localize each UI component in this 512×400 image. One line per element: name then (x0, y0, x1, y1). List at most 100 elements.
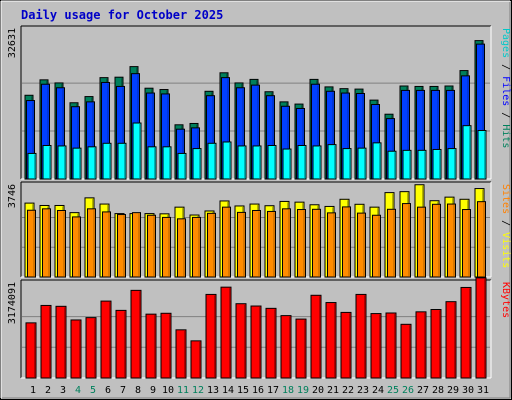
bar-pages-day-23 (357, 147, 367, 180)
bar-kbytes-day-16 (250, 305, 262, 379)
bar-pages-day-30 (462, 125, 472, 180)
bar-sites-day-24 (372, 214, 381, 278)
chart-title: Daily usage for October 2025 (21, 8, 223, 22)
bar-sites-day-10 (162, 216, 171, 278)
bar-kbytes-day-25 (385, 312, 397, 379)
bar-pages-day-12 (192, 148, 202, 180)
day-label-13: 13 (207, 385, 219, 396)
series-legend-kbytes: KBytes (500, 282, 511, 318)
bar-sites-day-16 (252, 209, 261, 278)
bar-kbytes-day-22 (340, 311, 352, 379)
bar-pages-day-31 (477, 130, 487, 180)
bar-kbytes-day-24 (370, 313, 382, 379)
bar-kbytes-day-11 (175, 329, 187, 379)
legend-text: / (500, 214, 511, 232)
panel-kbytes: 3174091 KBytes (7, 277, 511, 379)
bar-sites-day-30 (462, 209, 471, 278)
day-label-11: 11 (177, 385, 189, 396)
day-label-12: 12 (192, 385, 204, 396)
day-label-28: 28 (432, 385, 444, 396)
bar-kbytes-day-2 (40, 304, 52, 379)
bar-pages-day-3 (57, 145, 67, 180)
bar-pages-day-1 (27, 152, 37, 180)
bar-sites-day-2 (42, 208, 51, 278)
legend-text: KBytes (500, 282, 511, 318)
bar-kbytes-day-6 (100, 300, 112, 379)
legend-text: Sites (500, 184, 511, 214)
bar-kbytes-day-12 (190, 340, 202, 379)
bar-sites-day-29 (447, 203, 456, 278)
bar-sites-day-12 (192, 216, 201, 278)
bar-pages-day-8 (132, 122, 142, 180)
bar-pages-day-13 (207, 142, 217, 180)
bar-kbytes-day-14 (220, 286, 232, 379)
y-max-label: 3746 (7, 184, 18, 208)
bar-sites-day-18 (282, 208, 291, 278)
day-label-8: 8 (135, 385, 141, 396)
day-label-29: 29 (447, 385, 459, 396)
bar-sites-day-26 (402, 203, 411, 278)
bar-sites-day-27 (417, 206, 426, 278)
bar-kbytes-day-19 (295, 318, 307, 379)
legend-text: Visits (500, 232, 511, 268)
panel-hits: 32631 Pages / Files / Hits (7, 25, 511, 180)
bar-sites-day-25 (387, 208, 396, 278)
bar-kbytes-day-29 (445, 301, 457, 379)
bar-sites-day-21 (327, 212, 336, 278)
day-label-26: 26 (402, 385, 414, 396)
bar-kbytes-day-10 (160, 312, 172, 379)
day-label-21: 21 (327, 385, 339, 396)
bar-kbytes-day-23 (355, 293, 367, 379)
bar-pages-day-28 (432, 148, 442, 180)
bar-kbytes-day-26 (400, 323, 412, 379)
bar-pages-day-5 (87, 146, 97, 180)
day-label-25: 25 (387, 385, 399, 396)
day-label-19: 19 (297, 385, 309, 396)
bar-pages-day-18 (282, 148, 292, 180)
bar-pages-day-6 (102, 142, 112, 180)
day-label-24: 24 (372, 385, 384, 396)
day-label-4: 4 (75, 385, 81, 396)
bar-sites-day-7 (117, 214, 126, 278)
bar-kbytes-day-9 (145, 313, 157, 379)
day-label-6: 6 (105, 385, 111, 396)
bar-sites-day-14 (222, 206, 231, 278)
day-label-31: 31 (477, 385, 489, 396)
legend-text: Pages (500, 28, 511, 58)
day-label-17: 17 (267, 385, 279, 396)
bar-sites-day-20 (312, 208, 321, 278)
bar-sites-day-22 (342, 206, 351, 278)
bar-pages-day-29 (447, 148, 457, 180)
bar-sites-day-15 (237, 211, 246, 278)
bar-kbytes-day-17 (265, 307, 277, 379)
bar-kbytes-day-7 (115, 309, 127, 379)
day-label-15: 15 (237, 385, 249, 396)
bar-kbytes-day-15 (235, 303, 247, 379)
bar-kbytes-day-5 (85, 317, 97, 379)
bar-kbytes-day-13 (205, 293, 217, 379)
day-label-1: 1 (30, 385, 36, 396)
day-label-2: 2 (45, 385, 51, 396)
bar-pages-day-24 (372, 142, 382, 180)
bar-kbytes-day-28 (430, 309, 442, 379)
day-label-7: 7 (120, 385, 126, 396)
legend-text: Hits (500, 124, 511, 148)
bar-pages-day-20 (312, 145, 322, 180)
series-legend-hits: Pages / Files / Hits (500, 28, 511, 148)
bar-sites-day-5 (87, 208, 96, 278)
bar-sites-day-11 (177, 218, 186, 278)
bar-sites-day-23 (357, 212, 366, 278)
day-label-30: 30 (462, 385, 474, 396)
day-label-18: 18 (282, 385, 294, 396)
bar-kbytes-day-27 (415, 311, 427, 379)
series-legend-visits: Sites / Visits (500, 184, 511, 268)
bar-kbytes-day-1 (25, 322, 37, 379)
day-label-23: 23 (357, 385, 369, 396)
bar-kbytes-day-4 (70, 319, 82, 379)
bar-sites-day-8 (132, 212, 141, 278)
bar-pages-day-11 (177, 152, 187, 180)
bar-kbytes-day-3 (55, 305, 67, 379)
bar-kbytes-day-20 (310, 294, 322, 379)
day-label-16: 16 (252, 385, 264, 396)
bar-pages-day-15 (237, 145, 247, 180)
